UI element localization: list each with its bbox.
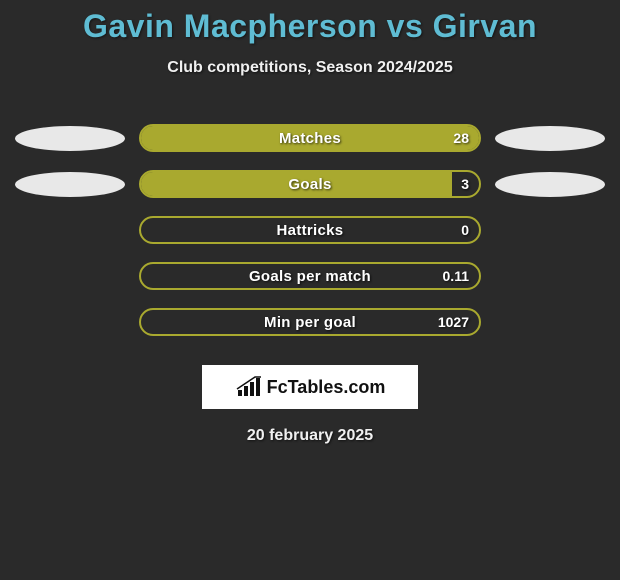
bar-value: 3 [461,172,469,196]
page-title: Gavin Macpherson vs Girvan [0,0,620,45]
stat-row: Matches28 [0,115,620,161]
left-spacer [15,264,125,289]
bar-label: Hattricks [141,218,479,242]
right-spacer [495,264,605,289]
comparison-chart: Matches28 Goals3 Hattricks0 Goals per match… [0,115,620,345]
date-label: 20 february 2025 [0,427,620,445]
right-spacer [495,218,605,243]
right-spacer [495,310,605,335]
stat-bar: Hattricks0 [139,216,481,244]
stat-row: Goals3 [0,161,620,207]
widget-root: Gavin Macpherson vs Girvan Club competit… [0,0,620,580]
logo-box[interactable]: FcTables.com [202,365,418,409]
bar-label: Goals [141,172,479,196]
bar-label: Matches [141,126,479,150]
logo-text: FcTables.com [267,377,386,398]
bar-label: Min per goal [141,310,479,334]
left-ellipse [15,172,125,197]
stat-row: Min per goal1027 [0,299,620,345]
stat-bar: Goals per match0.11 [139,262,481,290]
stat-bar: Matches28 [139,124,481,152]
left-ellipse [15,126,125,151]
logo-inner: FcTables.com [235,376,386,398]
right-ellipse [495,172,605,197]
stat-row: Hattricks0 [0,207,620,253]
stat-bar: Min per goal1027 [139,308,481,336]
right-ellipse [495,126,605,151]
bar-label: Goals per match [141,264,479,288]
left-spacer [15,310,125,335]
stat-row: Goals per match0.11 [0,253,620,299]
bar-value: 0.11 [443,264,469,288]
bar-value: 1027 [438,310,469,334]
left-spacer [15,218,125,243]
bar-chart-icon [235,376,263,398]
bar-value: 0 [461,218,469,242]
bar-value: 28 [453,126,469,150]
subtitle: Club competitions, Season 2024/2025 [0,59,620,77]
stat-bar: Goals3 [139,170,481,198]
